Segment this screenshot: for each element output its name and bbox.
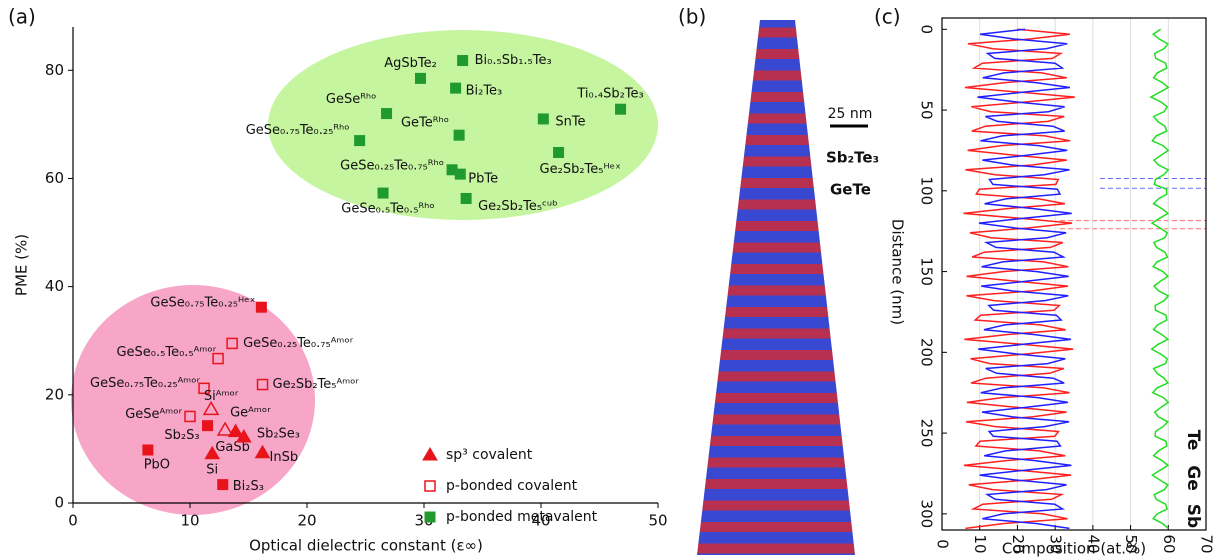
data-point: [378, 188, 388, 198]
legend-label: p-bonded covalent: [446, 478, 578, 494]
point-label: Ge₂Sb₂Te₅ᴴᵉˣ: [540, 162, 622, 177]
data-point: [461, 193, 471, 203]
point-label: Geᴬᵐᵒʳ: [230, 405, 271, 420]
data-point: [458, 56, 468, 66]
y-tick-label: 50: [918, 101, 936, 120]
data-point: [454, 130, 464, 140]
page: (a) Optical dielectric constant (ε∞) PME…: [0, 0, 1218, 557]
data-point: [554, 147, 564, 157]
legend-label: p-bonded metavalent: [446, 509, 598, 525]
legend-label: sp³ covalent: [446, 447, 533, 463]
y-axis-label: PME (%): [13, 234, 31, 296]
annotation: Sb₂Te₃: [826, 149, 879, 167]
point-label: SnTe: [555, 114, 585, 129]
point-label: GeSe₀.₇₅Te₀.₂₅ᴬᵐᵒʳ: [90, 376, 201, 391]
panel-title: (b): [678, 5, 706, 29]
x-tick-label: 20: [1009, 534, 1027, 553]
point-label: Bi₀.₅Sb₁.₅Te₃: [475, 53, 552, 68]
point-label: PbO: [144, 457, 170, 472]
data-point: [203, 421, 213, 431]
annotation: GeTe: [830, 181, 871, 199]
data-point: [256, 302, 266, 312]
x-tick-label: 50: [1122, 534, 1140, 553]
y-tick-label: 300: [918, 500, 936, 529]
x-tick-label: 30: [1047, 534, 1065, 553]
x-tick-label: 40: [1084, 534, 1102, 553]
data-point: [218, 480, 228, 490]
x-tick-label: 20: [297, 512, 316, 530]
point-label: Bi₂S₃: [233, 479, 264, 494]
interface-markers: [1060, 179, 1206, 229]
panel-title: (a): [8, 5, 36, 29]
data-line: [1151, 29, 1168, 528]
x-tick-label: 10: [971, 534, 989, 553]
point-label: PbTe: [468, 172, 498, 187]
y-tick-label: 250: [918, 419, 936, 448]
point-label: GeSe₀.₂₅Te₀.₇₅ᴬᵐᵒʳ: [243, 336, 354, 351]
x-tick-label: 0: [68, 512, 78, 530]
y-tick-label: 80: [45, 61, 64, 79]
point-label: Siᴬᵐᵒʳ: [204, 389, 239, 404]
x-tick-label: 50: [648, 512, 667, 530]
x-tick-label: 10: [180, 512, 199, 530]
point-label: Ge₂Sb₂Te₅ᴬᵐᵒʳ: [273, 377, 360, 392]
point-label: AgSbTe₂: [384, 56, 437, 71]
y-tick-label: 60: [45, 169, 64, 187]
data-point: [538, 114, 548, 124]
y-axis-label: Distance (nm): [889, 219, 907, 325]
point-label: Si: [206, 462, 218, 477]
y-tick-label: 40: [45, 277, 64, 295]
y-tick-label: 200: [918, 338, 936, 367]
legend-marker: [423, 448, 437, 460]
point-label: GeSe₀.₇₅Te₀.₂₅ᴴᵉˣ: [150, 296, 255, 311]
point-label: Bi₂Te₃: [466, 84, 503, 99]
y-tick-label: 100: [918, 176, 936, 205]
panel-title: (c): [874, 5, 901, 29]
data-point: [143, 445, 153, 455]
data-point: [616, 104, 626, 114]
data-point: [455, 169, 465, 179]
point-label: Sb₂S₃: [164, 428, 199, 443]
y-tick-label: 150: [918, 257, 936, 286]
y-tick-label: 0: [918, 25, 936, 35]
data-point: [451, 83, 461, 93]
x-tick-label: 70: [1198, 534, 1216, 553]
x-axis-label: Optical dielectric constant (ε∞): [249, 537, 483, 555]
point-label: GeSe₀.₅Te₀.₅ᴬᵐᵒʳ: [116, 345, 216, 360]
point-label: GeSeᴬᵐᵒʳ: [125, 407, 182, 422]
covalent-region: [71, 285, 315, 515]
data-point: [355, 136, 365, 146]
point-label: GeSe₀.₅Te₀.₅ᴿʰᵒ: [341, 202, 434, 217]
legend-marker: [425, 481, 435, 491]
point-label: Ti₀.₄Sb₂Te₃: [576, 87, 643, 102]
legend-label: Te: [1183, 430, 1203, 451]
point-label: GeSeᴿʰᵒ: [326, 92, 377, 107]
data-point: [382, 109, 392, 119]
legend-label: Ge: [1183, 465, 1203, 490]
point-label: GeSe₀.₇₅Te₀.₂₅ᴿʰᵒ: [246, 123, 350, 138]
data-point: [415, 73, 425, 83]
point-label: GeSe₀.₂₅Te₀.₇₅ᴿʰᵒ: [340, 158, 444, 173]
legend-marker: [425, 512, 435, 522]
x-tick-label: 0: [934, 539, 952, 549]
y-tick-label: 0: [54, 494, 64, 512]
figure: (a) Optical dielectric constant (ε∞) PME…: [0, 0, 1218, 557]
point-label: Sb₂Se₃: [257, 427, 300, 442]
tomography-image: [690, 20, 860, 555]
legend-label: Sb: [1183, 504, 1203, 528]
point-label: InSb: [270, 450, 299, 465]
x-tick-label: 60: [1160, 534, 1178, 553]
y-tick-label: 20: [45, 385, 64, 403]
point-label: GeTeᴿʰᵒ: [401, 116, 449, 131]
scale-bar-label: 25 nm: [828, 106, 873, 122]
point-label: Ge₂Sb₂Te₅ᶜᵘᵇ: [478, 199, 558, 214]
